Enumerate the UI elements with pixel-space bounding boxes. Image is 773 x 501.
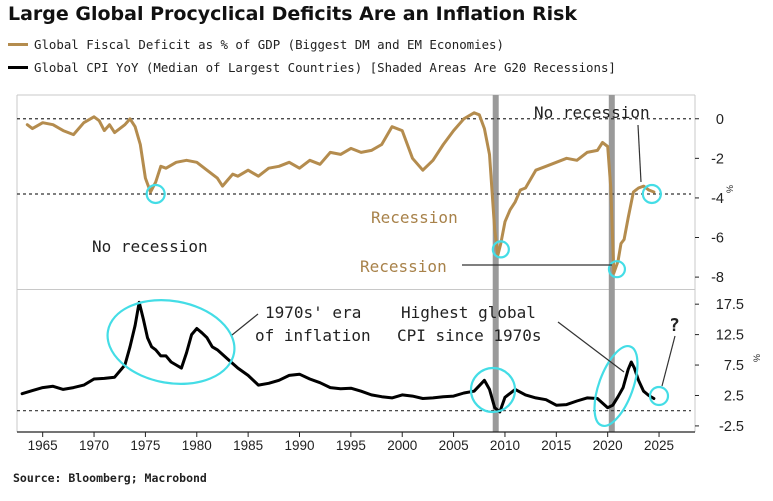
x-tick-label: 1995	[336, 438, 366, 453]
y-unit-cpi: %	[752, 354, 762, 362]
annotation-highest-global: Highest global	[401, 303, 536, 322]
legend-swatch-deficit	[8, 43, 28, 46]
annotation-pointer	[557, 321, 625, 373]
legend-item-deficit: Global Fiscal Deficit as % of GDP (Bigge…	[8, 37, 504, 52]
x-tick-label: 1965	[28, 438, 58, 453]
annotation-no-recession-2024: No recession	[534, 103, 650, 122]
y-tick-label-deficit: -8	[711, 270, 724, 286]
cpi-series-line	[20, 300, 656, 414]
y-tick-label-cpi: 7.5	[724, 358, 744, 374]
annotation-1970s-era: 1970s' era	[265, 303, 361, 322]
x-tick-label: 2015	[541, 438, 571, 453]
annotation-recession-2009: Recession	[371, 208, 458, 227]
annotation-of-inflation: of inflation	[255, 326, 371, 345]
annotation-pointer	[661, 335, 676, 387]
x-tick-label: 1985	[233, 438, 263, 453]
x-tick-label: 1990	[284, 438, 314, 453]
legend-item-cpi: Global CPI YoY (Median of Largest Countr…	[8, 60, 616, 75]
x-tick-label: 2005	[439, 438, 469, 453]
source-note: Source: Bloomberg; Macrobond	[13, 471, 207, 485]
highlight-ellipse-2009	[469, 366, 517, 414]
highlight-ellipse-2021	[593, 345, 639, 427]
y-tick-label-deficit: 0	[716, 112, 724, 128]
highlight-circle-2009	[491, 240, 510, 259]
legend-label-cpi: Global CPI YoY (Median of Largest Countr…	[34, 60, 616, 75]
x-tick-label: 2010	[490, 438, 520, 453]
x-tick-label: 1975	[130, 438, 160, 453]
y-tick-label-deficit: -6	[711, 231, 724, 247]
x-tick-label: 2025	[644, 438, 674, 453]
y-tick-label-deficit: -4	[711, 191, 724, 207]
annotation-pointer	[231, 313, 259, 336]
annotation-no-recession-1976: No recession	[92, 237, 208, 256]
annotation-pointer	[637, 124, 642, 183]
x-tick-label: 1970	[79, 438, 109, 453]
highlight-ellipse-1970s	[106, 299, 236, 385]
chart-title: Large Global Procyclical Deficits Are an…	[8, 3, 578, 25]
y-tick-label-cpi: 2.5	[724, 388, 744, 404]
highlight-circle-1976	[145, 183, 166, 205]
x-tick-label: 2020	[593, 438, 623, 453]
legend-label-deficit: Global Fiscal Deficit as % of GDP (Bigge…	[34, 37, 504, 52]
y-tick-label-cpi: -2.5	[719, 419, 744, 435]
y-tick-label-cpi: 17.5	[716, 297, 744, 313]
annotation-recession-2020: Recession	[360, 257, 447, 276]
annotation-question-mark: ?	[669, 315, 680, 336]
highlight-circle-2020	[607, 260, 627, 279]
x-tick-label: 1980	[182, 438, 212, 453]
highlight-circle-2025	[648, 385, 670, 407]
highlight-circle-2024	[641, 183, 662, 205]
legend-swatch-cpi	[8, 66, 28, 69]
deficit-series-line	[25, 111, 656, 275]
y-tick-label-cpi: 12.5	[716, 328, 744, 344]
y-unit-deficit: %	[725, 185, 735, 193]
recession-bar	[492, 95, 499, 432]
annotation-cpi-since-1970s: CPI since 1970s	[397, 326, 542, 345]
y-tick-label-deficit: -2	[711, 151, 724, 167]
x-tick-label: 2000	[387, 438, 417, 453]
